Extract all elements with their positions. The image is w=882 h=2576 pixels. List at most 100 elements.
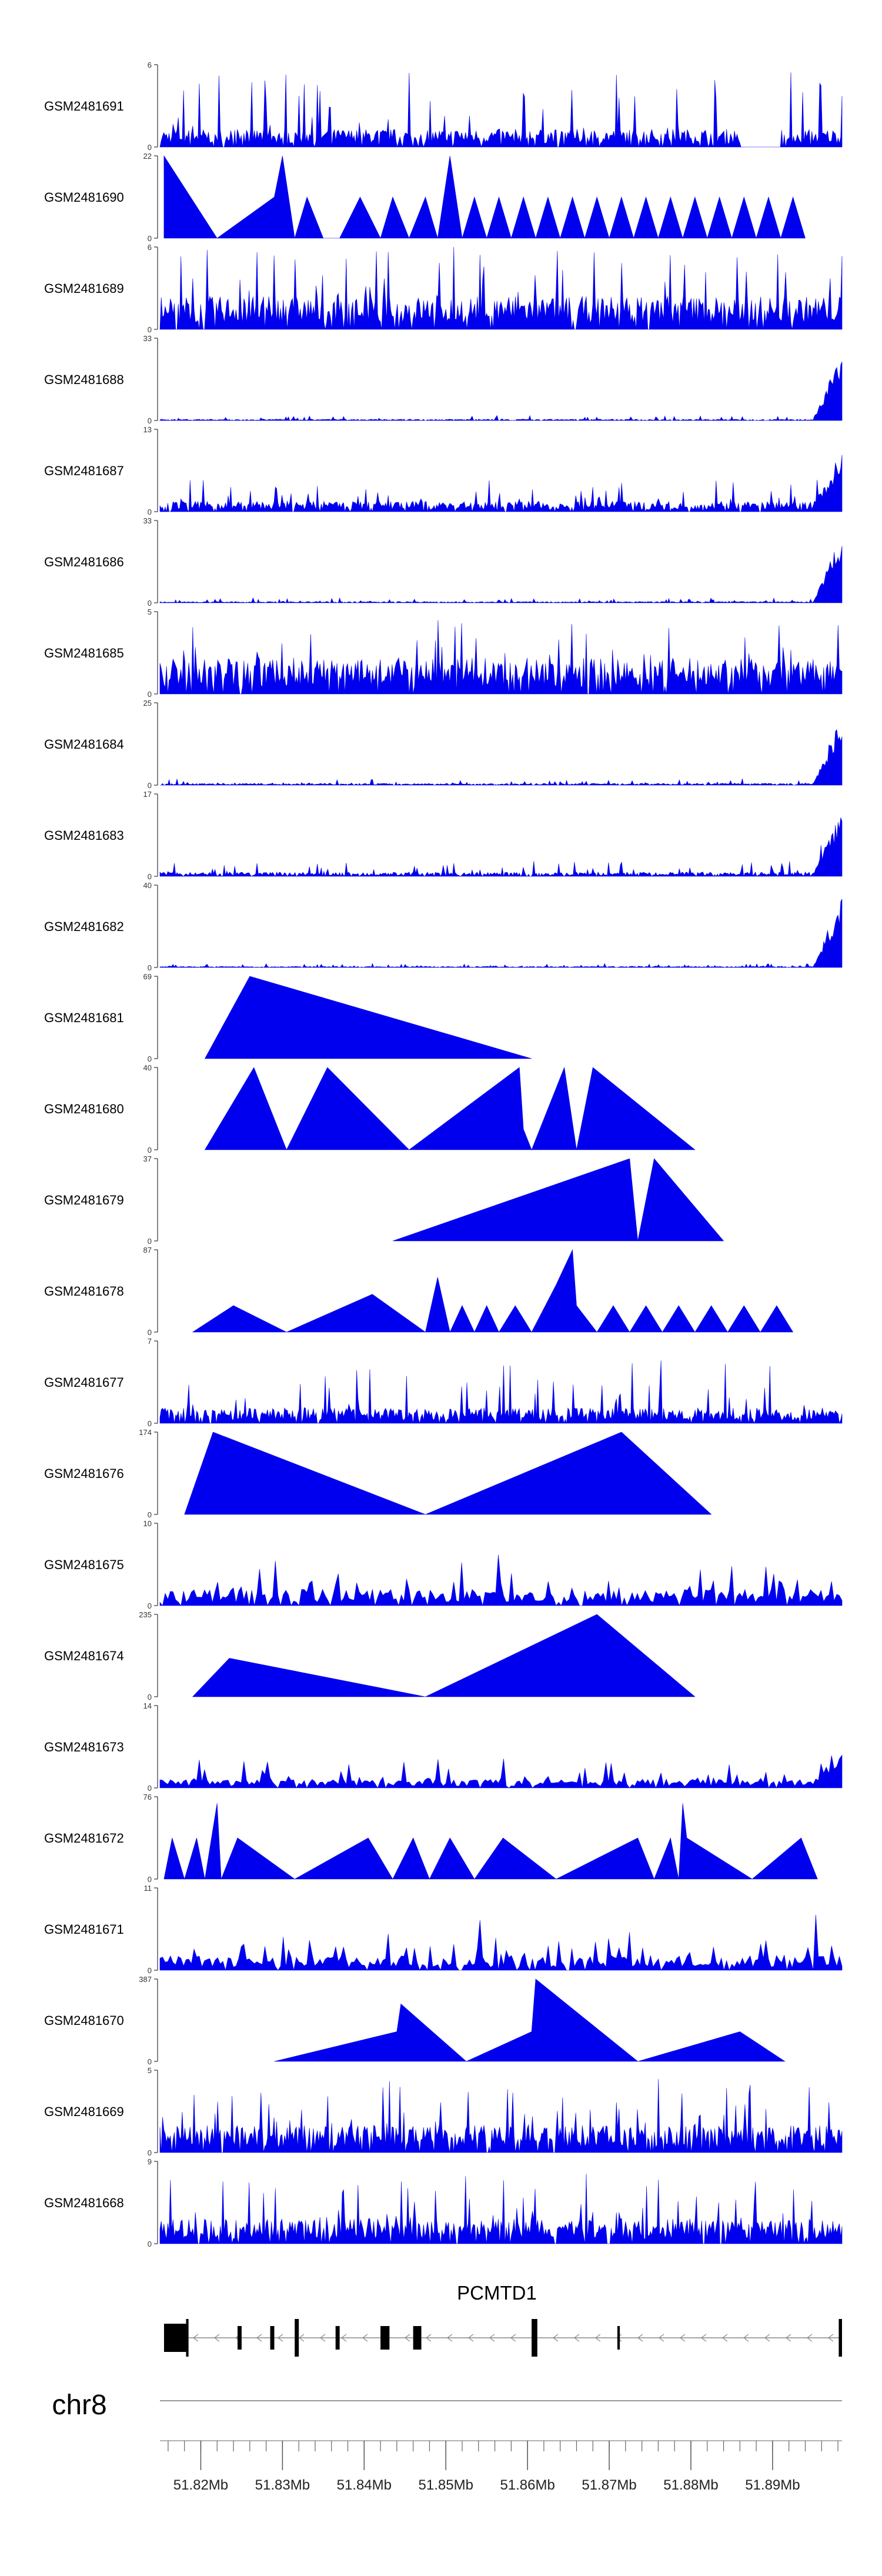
strand-arrow — [277, 2334, 283, 2342]
track-gsm2481688: GSM2481688 33 0 — [44, 334, 843, 425]
y-max-label: 40 — [143, 881, 152, 890]
coverage-area — [204, 976, 532, 1059]
y-max-label: 17 — [143, 790, 152, 799]
x-tick-label: 51.88Mb — [663, 2477, 718, 2493]
strand-arrow — [319, 2334, 326, 2342]
track-gsm2481669: GSM2481669 5 0 — [44, 2066, 843, 2157]
track-label: GSM2481678 — [44, 1284, 124, 1299]
coverage-area — [184, 1432, 712, 1515]
track-gsm2481672: GSM2481672 76 0 — [44, 1793, 818, 1884]
exon — [163, 2324, 186, 2352]
x-tick-label: 51.89Mb — [745, 2477, 800, 2493]
strand-arrow — [340, 2334, 347, 2342]
track-label: GSM2481685 — [44, 646, 124, 660]
x-tick-label: 51.84Mb — [337, 2477, 392, 2493]
y-min-label: 0 — [148, 963, 152, 972]
track-gsm2481686: GSM2481686 33 0 — [44, 516, 843, 608]
x-tick-label: 51.82Mb — [173, 2477, 228, 2493]
coverage-area — [392, 1158, 724, 1242]
y-max-label: 7 — [148, 1337, 152, 1346]
y-max-label: 40 — [143, 1063, 152, 1072]
track-gsm2481683: GSM2481683 17 0 — [44, 790, 843, 881]
track-gsm2481670: GSM2481670 387 0 — [44, 1975, 786, 2066]
track-label: GSM2481679 — [44, 1193, 124, 1207]
coverage-area — [159, 2174, 843, 2244]
genome-axis-track: chr8 51.82Mb 51.83Mb 51.84Mb 51.85Mb 51.86Mb… — [52, 2390, 842, 2493]
strand-arrow — [256, 2334, 262, 2342]
track-label: GSM2481675 — [44, 1557, 124, 1572]
y-max-label: 76 — [143, 1793, 152, 1801]
track-label: GSM2481687 — [44, 463, 124, 478]
x-tick-label: 51.83Mb — [255, 2477, 310, 2493]
track-label: GSM2481684 — [44, 737, 124, 752]
y-min-label: 0 — [148, 1510, 152, 1519]
coverage-area — [192, 1249, 794, 1333]
strand-arrow — [362, 2334, 368, 2342]
track-label: GSM2481673 — [44, 1740, 124, 1754]
y-min-label: 0 — [148, 599, 152, 608]
exon — [270, 2326, 275, 2350]
strand-arrow — [425, 2334, 432, 2342]
y-max-label: 9 — [148, 2157, 152, 2166]
coverage-area — [159, 817, 843, 877]
exon — [532, 2319, 537, 2357]
coverage-area — [159, 361, 843, 421]
strand-arrow — [213, 2334, 220, 2342]
track-gsm2481690: GSM2481690 22 0 — [44, 152, 806, 243]
y-min-label: 0 — [148, 2240, 152, 2248]
y-min-label: 0 — [148, 1693, 152, 1701]
coverage-area — [163, 155, 806, 239]
y-min-label: 0 — [148, 1146, 152, 1154]
coverage-area — [159, 1554, 843, 1607]
track-label: GSM2481689 — [44, 281, 124, 296]
y-min-label: 0 — [148, 325, 152, 334]
track-gsm2481677: GSM2481677 7 0 — [44, 1337, 843, 1428]
y-max-label: 11 — [144, 1884, 152, 1893]
track-label: GSM2481690 — [44, 190, 124, 205]
track-gsm2481691: GSM2481691 6 0 — [44, 61, 843, 152]
track-label: GSM2481674 — [44, 1649, 124, 1663]
y-min-label: 0 — [148, 781, 152, 790]
y-min-label: 0 — [148, 1328, 152, 1337]
y-min-label: 0 — [148, 1784, 152, 1793]
track-gsm2481680: GSM2481680 40 0 — [44, 1063, 696, 1154]
track-label: GSM2481681 — [44, 1010, 124, 1025]
strand-arrow — [679, 2334, 686, 2342]
coverage-area — [160, 729, 843, 786]
strand-arrow — [764, 2334, 770, 2342]
strand-arrow — [743, 2334, 749, 2342]
track-gsm2481673: GSM2481673 14 0 — [44, 1701, 843, 1793]
y-min-label: 0 — [148, 872, 152, 881]
strand-arrow — [785, 2334, 791, 2342]
track-label: GSM2481672 — [44, 1831, 124, 1846]
coverage-area — [159, 546, 843, 603]
strand-arrow — [594, 2334, 601, 2342]
exon — [186, 2319, 189, 2357]
track-gsm2481685: GSM2481685 5 0 — [44, 608, 843, 699]
y-min-label: 0 — [148, 1055, 152, 1063]
y-max-label: 5 — [148, 2066, 152, 2075]
coverage-area — [159, 1914, 843, 1971]
strand-arrow — [637, 2334, 643, 2342]
coverage-area — [192, 1614, 696, 1697]
track-label: GSM2481688 — [44, 372, 124, 387]
exon — [380, 2326, 390, 2350]
strand-arrow — [404, 2334, 410, 2342]
strand-arrow — [489, 2334, 495, 2342]
y-min-label: 0 — [148, 1966, 152, 1975]
exon — [838, 2319, 842, 2357]
strand-arrow — [616, 2334, 622, 2342]
y-min-label: 0 — [148, 2148, 152, 2157]
coverage-area — [159, 1360, 843, 1424]
track-label: GSM2481669 — [44, 2104, 124, 2119]
y-max-label: 14 — [143, 1701, 152, 1710]
exon — [295, 2319, 299, 2357]
gene-name-label: PCMTD1 — [457, 2282, 537, 2304]
y-min-label: 0 — [148, 2057, 152, 2066]
track-gsm2481687: GSM2481687 13 0 — [44, 425, 843, 516]
track-gsm2481681: GSM2481681 69 0 — [44, 972, 532, 1063]
y-min-label: 0 — [148, 143, 152, 152]
track-label: GSM2481668 — [44, 2195, 124, 2210]
track-gsm2481676: GSM2481676 174 0 — [44, 1428, 712, 1519]
strand-arrow — [573, 2334, 580, 2342]
